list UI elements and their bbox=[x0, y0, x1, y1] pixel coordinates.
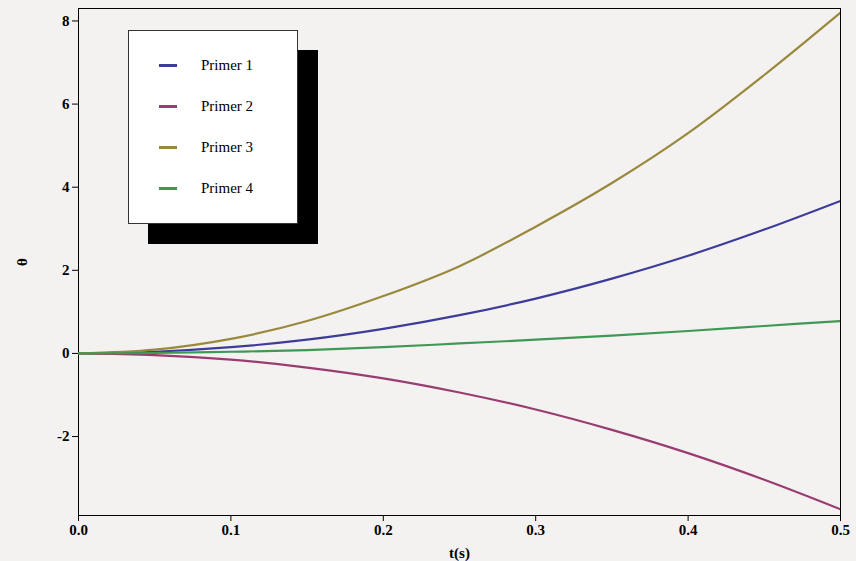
html-text:Primer 1: Primer 1 bbox=[201, 57, 254, 73]
svg-text:0.4: 0.4 bbox=[679, 522, 698, 538]
html-text:Primer 3: Primer 3 bbox=[201, 139, 254, 155]
svg-text:4: 4 bbox=[62, 179, 70, 195]
svg-text:0.1: 0.1 bbox=[222, 522, 241, 538]
html-text:Primer 4: Primer 4 bbox=[201, 180, 254, 196]
svg-text:-2: -2 bbox=[57, 428, 70, 444]
svg-text:2: 2 bbox=[62, 262, 70, 278]
svg-text:6: 6 bbox=[62, 96, 70, 112]
svg-text:8: 8 bbox=[62, 13, 70, 29]
svg-text:t(s): t(s) bbox=[449, 545, 470, 561]
svg-text:0.0: 0.0 bbox=[69, 522, 88, 538]
svg-text:0.3: 0.3 bbox=[526, 522, 545, 538]
svg-text:0.5: 0.5 bbox=[831, 522, 850, 538]
svg-text:0: 0 bbox=[62, 345, 70, 361]
svg-text:θ: θ bbox=[14, 258, 30, 266]
svg-text:0.2: 0.2 bbox=[374, 522, 393, 538]
html-text:Primer 2: Primer 2 bbox=[201, 98, 254, 114]
